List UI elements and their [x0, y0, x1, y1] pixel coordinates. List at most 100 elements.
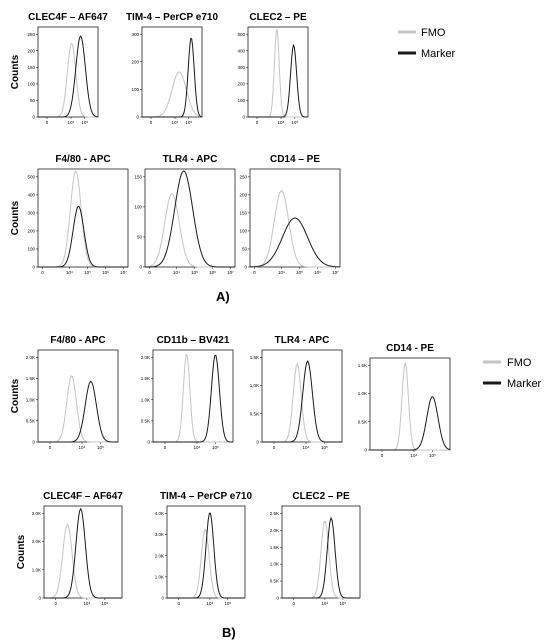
y-tick-label: 200	[239, 192, 247, 197]
y-axis-label: Counts	[10, 378, 21, 413]
x-tick-label: 10⁴	[83, 601, 90, 606]
y-tick-label: 0	[256, 440, 259, 445]
x-tick-label: 0	[54, 601, 57, 606]
chart-title: TIM-4 – PerCP e710	[126, 12, 219, 23]
x-tick-label: 10⁷	[120, 270, 127, 275]
x-tick-label: 0	[148, 270, 151, 275]
x-tick-label: 10⁴	[172, 120, 179, 125]
x-tick-label: 10⁴	[206, 601, 213, 606]
chart-title: CD14 – PE	[270, 154, 320, 165]
y-tick-label: 500	[27, 174, 35, 179]
plot-frame	[369, 357, 451, 451]
y-axis-label: Counts	[16, 534, 27, 569]
y-tick-label: 200	[131, 59, 139, 64]
fmo-histogram-line	[144, 192, 235, 268]
plot-frame	[281, 505, 361, 599]
y-tick-label: 1.5K	[358, 363, 367, 368]
y-tick-label: 1.0K	[32, 567, 41, 572]
y-tick-label: 200	[27, 48, 35, 53]
histogram-b5: CLEC4F – AF647 Counts 0 1.0K 2.0K 3.0K 0 10⁴ 10⁵	[16, 491, 123, 606]
y-tick-label: 2.0K	[155, 553, 164, 558]
x-tick-label: 0	[49, 445, 52, 450]
fmo-histogram-line	[38, 170, 128, 268]
y-tick-label: 1.0K	[155, 574, 164, 579]
legend-b-fmo-label: FMO	[507, 357, 532, 369]
y-tick-label: 200	[27, 229, 35, 234]
marker-histogram-line	[44, 507, 122, 599]
x-tick-label: 10⁴	[278, 120, 285, 125]
chart-title: F4/80 - APC	[50, 335, 105, 346]
y-tick-label: 100	[239, 229, 247, 234]
marker-histogram-line	[262, 359, 342, 443]
x-tick-label: 10⁵	[429, 453, 436, 458]
y-tick-label: 0	[161, 596, 164, 601]
y-tick-label: 1.0K	[141, 397, 150, 402]
x-tick-label: 10⁶	[102, 270, 109, 275]
x-tick-label: 0	[253, 270, 256, 275]
y-tick-label: 500	[237, 32, 245, 37]
y-tick-label: 2.5K	[270, 511, 279, 516]
histogram-b6: TIM-4 – PerCP e710 0 1.0K 2.0K 3.0K 4.0K 0 10⁴ 1…	[155, 491, 253, 606]
y-tick-label: 2.0K	[26, 355, 35, 360]
legend-a-marker-label: Marker	[421, 48, 456, 60]
x-tick-label: 10⁴	[173, 270, 180, 275]
x-tick-label: 0	[273, 445, 276, 450]
x-tick-label: 0	[164, 445, 167, 450]
y-tick-label: 300	[27, 211, 35, 216]
y-tick-label: 100	[237, 98, 245, 103]
fmo-histogram-line	[153, 353, 233, 443]
y-tick-label: 1.0K	[270, 562, 279, 567]
y-axis-label: Counts	[10, 200, 21, 235]
panel-label-a: A)	[216, 289, 230, 304]
y-tick-label: 0	[276, 596, 279, 601]
marker-histogram-line	[38, 35, 99, 118]
x-tick-label: 0	[381, 453, 384, 458]
histogram-a2: TIM-4 – PerCP e710 0 100 200 300 0 10⁴ 10⁵	[126, 12, 219, 125]
x-tick-label: 10⁵	[212, 445, 219, 450]
y-tick-label: 400	[237, 48, 245, 53]
x-tick-label: 0	[150, 120, 153, 125]
x-tick-label: 10⁴	[321, 601, 328, 606]
histogram-a3: CLEC2 – PE 0 100 200 300 400 500 0 10⁴ 10⁵	[237, 12, 309, 125]
y-tick-label: 1.5K	[141, 376, 150, 381]
marker-histogram-line	[167, 512, 245, 599]
chart-title: CLEC2 – PE	[249, 12, 307, 23]
panel-label-b: B)	[222, 625, 236, 640]
x-tick-label: 0	[46, 120, 49, 125]
y-tick-label: 0	[242, 115, 245, 120]
histogram-a4: F4/80 - APC Counts 0 100 200 300 400 500 0 10⁴ 10⁵…	[10, 154, 129, 275]
x-tick-label: 10⁵	[191, 270, 198, 275]
y-tick-label: 0.5K	[358, 419, 367, 424]
chart-title: CLEC2 – PE	[292, 491, 350, 502]
legend-b-marker-label: Marker	[507, 378, 542, 390]
y-tick-label: 250	[239, 174, 247, 179]
x-tick-label: 0	[177, 601, 180, 606]
x-tick-label: 10⁵	[84, 270, 91, 275]
fmo-histogram-line	[142, 71, 203, 118]
y-tick-label: 200	[237, 81, 245, 86]
fmo-histogram-line	[282, 521, 360, 599]
plot-frame	[141, 26, 203, 118]
y-tick-label: 0	[364, 448, 367, 453]
y-tick-label: 0	[136, 115, 139, 120]
x-tick-label: 10⁵	[81, 120, 88, 125]
x-tick-label: 10⁵	[97, 445, 104, 450]
plot-frame	[166, 505, 246, 599]
legend-a: FMO Marker	[398, 27, 456, 60]
y-tick-label: 100	[27, 81, 35, 86]
chart-title: F4/80 - APC	[55, 154, 110, 165]
chart-title: CLEC4F – AF647	[28, 12, 108, 23]
y-tick-label: 400	[27, 192, 35, 197]
y-tick-label: 2.0K	[270, 528, 279, 533]
histogram-a1: CLEC4F – AF647 Counts 0 50 100 150 200 250 0 10⁴ 1…	[10, 12, 108, 125]
x-tick-label: 10⁷	[227, 270, 234, 275]
y-axis-label: Counts	[10, 54, 21, 89]
x-tick-label: 10⁷	[332, 270, 339, 275]
histogram-b2: CD11b – BV421 0 0.5K 1.0K 1.5K 2.0K 0 10⁴ 10⁵	[141, 335, 234, 450]
y-tick-label: 3.0K	[32, 511, 41, 516]
plot-frame	[37, 349, 119, 443]
chart-title: TLR4 - APC	[275, 335, 330, 346]
y-tick-label: 150	[239, 211, 247, 216]
y-tick-label: 3.0K	[155, 532, 164, 537]
marker-histogram-line	[144, 170, 235, 268]
